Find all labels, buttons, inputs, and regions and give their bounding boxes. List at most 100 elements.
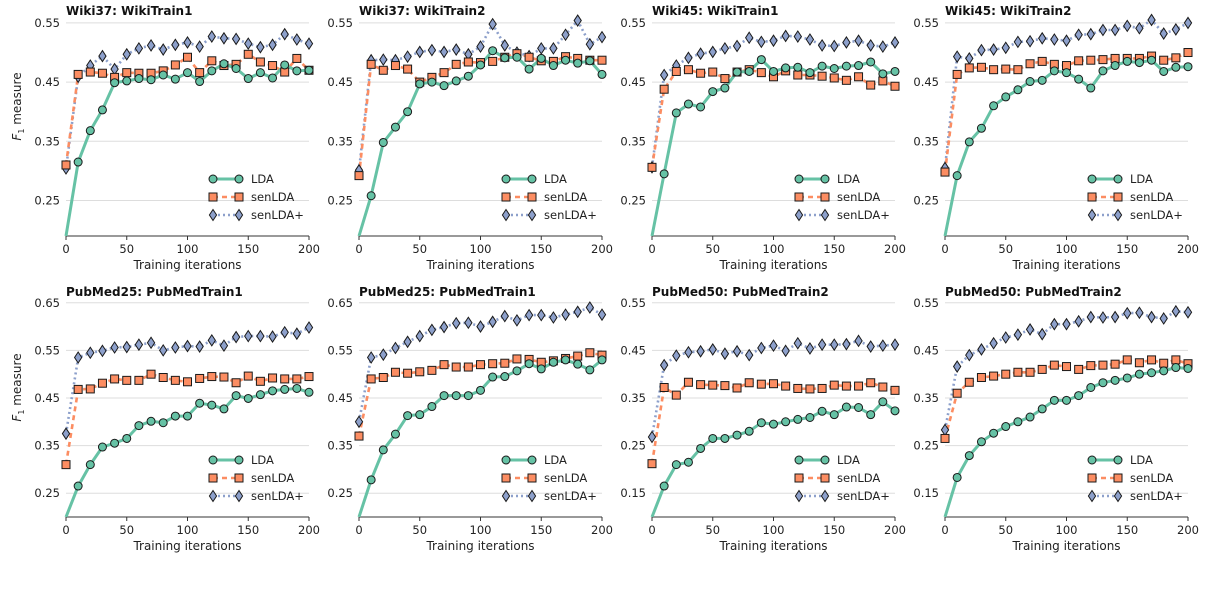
data-point-lda — [708, 433, 718, 443]
data-point-senlda — [708, 380, 718, 390]
data-point-senlda — [304, 372, 314, 382]
data-point-lda — [292, 66, 302, 76]
data-point-senlda — [940, 167, 950, 177]
data-point-lda — [829, 63, 839, 73]
legend-label-senlda: senLDA — [544, 471, 587, 485]
data-point-lda — [805, 68, 815, 78]
data-point-senlda-plus — [146, 336, 156, 350]
data-point-senlda — [195, 373, 205, 383]
data-point-senlda — [207, 56, 217, 66]
data-point-lda — [1110, 61, 1120, 71]
data-point-lda — [1110, 375, 1120, 385]
data-point-lda — [805, 412, 815, 422]
legend-marker-senlda — [794, 192, 804, 202]
data-point-senlda — [354, 171, 364, 181]
data-point-senlda-plus — [805, 342, 815, 355]
data-point-senlda-plus — [1123, 19, 1132, 33]
data-point-lda — [841, 61, 851, 71]
data-point-lda — [1171, 363, 1181, 373]
data-point-senlda — [207, 372, 217, 382]
y-axis-label: F1 measure — [10, 353, 26, 421]
data-point-lda — [1134, 58, 1144, 68]
data-point-lda — [720, 433, 730, 443]
legend-item-lda: LDA — [501, 172, 567, 186]
data-point-senlda-plus — [1038, 31, 1047, 45]
data-point-senlda — [1025, 367, 1035, 377]
x-tick-label: 0 — [941, 242, 948, 256]
data-point-senlda — [585, 348, 595, 358]
data-point-senlda-plus — [573, 305, 582, 319]
legend-label-lda: LDA — [1130, 172, 1153, 186]
data-point-lda — [793, 414, 803, 424]
data-point-senlda-plus — [379, 53, 388, 67]
data-point-senlda — [696, 380, 706, 390]
y-tick-label: 0.45 — [327, 391, 353, 405]
data-point-lda — [439, 81, 449, 91]
data-point-senlda-plus — [146, 38, 156, 52]
data-point-lda — [720, 83, 730, 93]
data-point-lda — [134, 421, 144, 431]
data-point-senlda-plus — [1050, 317, 1059, 331]
legend-label-senlda-plus: senLDA+ — [544, 208, 597, 222]
x-tick-label: 50 — [998, 523, 1013, 537]
x-tick-label: 50 — [119, 242, 134, 256]
data-point-lda — [964, 137, 974, 147]
x-tick-label: 150 — [530, 523, 552, 537]
y-tick-label: 0.35 — [913, 134, 939, 148]
data-point-senlda-plus — [1050, 33, 1059, 46]
data-point-senlda — [671, 390, 681, 400]
data-point-senlda-plus — [268, 330, 277, 343]
data-point-senlda — [976, 373, 986, 383]
data-point-lda — [756, 55, 766, 65]
legend-item-lda: LDA — [501, 453, 567, 467]
legend-item-senlda-plus: senLDA+ — [794, 208, 890, 222]
data-point-senlda-plus — [304, 37, 314, 51]
chart-panel-3: 0.25 0.35 0.45 0.55 0 50 100 150 200 Training ite… — [620, 4, 906, 272]
data-point-senlda-plus — [830, 338, 839, 352]
data-point-senlda — [378, 373, 388, 383]
data-point-lda — [476, 60, 485, 70]
series-line-senlda-plus — [943, 309, 1189, 431]
legend-label-lda: LDA — [544, 172, 567, 186]
data-point-senlda-plus — [476, 40, 485, 54]
legend-marker-senlda-plus — [501, 489, 511, 503]
y-tick-label: 0.55 — [913, 296, 939, 310]
x-tick-label: 150 — [1116, 242, 1138, 256]
data-point-senlda-plus — [195, 40, 204, 54]
data-point-lda — [769, 419, 778, 429]
data-point-lda — [1134, 369, 1144, 379]
legend-item-senlda: senLDA — [501, 471, 587, 485]
data-point-lda — [366, 191, 376, 201]
data-point-senlda-plus — [427, 323, 437, 337]
data-point-lda — [841, 402, 851, 412]
y-tick-label: 0.25 — [620, 193, 646, 207]
y-tick-label: 0.45 — [620, 75, 646, 89]
legend-marker-senlda — [820, 473, 830, 483]
legend: LDA senLDA senLDA+ — [208, 453, 304, 503]
data-point-senlda — [255, 376, 265, 386]
data-point-senlda — [866, 378, 876, 388]
legend-label-senlda-plus: senLDA+ — [251, 208, 304, 222]
data-point-senlda-plus — [1159, 27, 1168, 40]
data-point-senlda — [268, 61, 278, 71]
y-tick-label: 0.15 — [620, 486, 646, 500]
data-point-senlda-plus — [549, 41, 558, 55]
data-point-lda — [854, 403, 864, 412]
data-point-senlda-plus — [1025, 323, 1035, 336]
x-tick-label: 200 — [298, 523, 320, 537]
data-point-lda — [708, 87, 718, 97]
data-point-senlda-plus — [512, 313, 522, 327]
data-point-lda — [1074, 74, 1084, 84]
legend-item-senlda: senLDA — [501, 190, 587, 204]
legend-marker-senlda — [501, 473, 511, 483]
data-point-lda — [866, 410, 876, 420]
data-point-senlda-plus — [708, 45, 717, 59]
y-tick-label: 0.25 — [913, 439, 939, 453]
data-point-lda — [195, 398, 205, 408]
data-point-senlda-plus — [866, 38, 875, 52]
data-point-senlda — [683, 65, 693, 75]
legend-label-lda: LDA — [544, 453, 567, 467]
data-point-senlda-plus — [110, 341, 119, 354]
series-line-senlda — [650, 68, 896, 168]
data-point-senlda-plus — [585, 37, 595, 51]
